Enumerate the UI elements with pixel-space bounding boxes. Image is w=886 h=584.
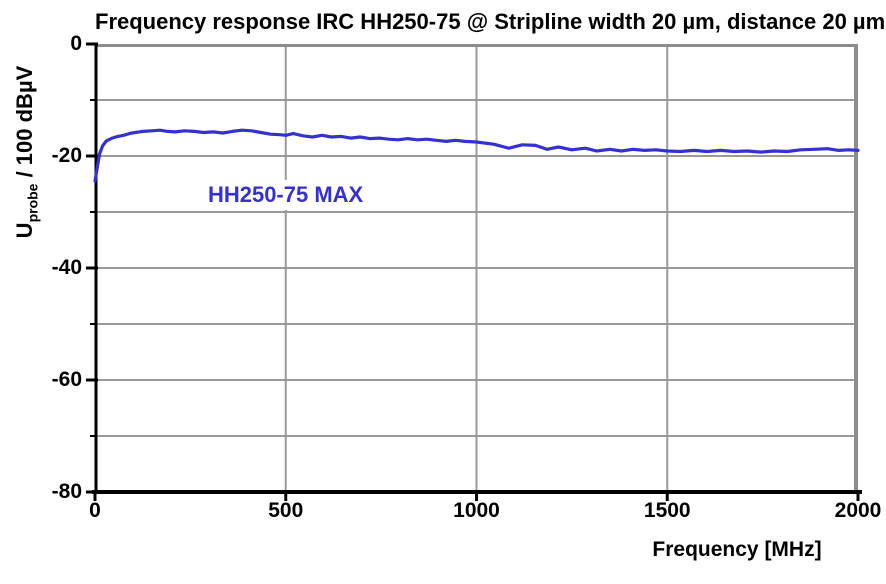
y-axis-title-subscript: probe xyxy=(24,183,41,223)
y-tick-label: -20 xyxy=(51,144,82,167)
y-tick-label: -60 xyxy=(51,368,82,391)
plot-area xyxy=(86,42,862,501)
x-tick-label: 0 xyxy=(89,499,101,522)
series-annotation-label: HH250-75 MAX xyxy=(202,180,369,211)
y-tick-label: 0 xyxy=(70,32,82,55)
y-tick-label: -40 xyxy=(51,256,82,279)
y-axis-title-base: U xyxy=(12,222,37,239)
plot-canvas xyxy=(86,42,862,501)
chart-title: Frequency response IRC HH250-75 @ Stripl… xyxy=(95,9,886,34)
x-axis-title: Frequency [MHz] xyxy=(652,538,822,561)
x-tick-label: 1500 xyxy=(643,499,691,522)
x-tick-label: 500 xyxy=(268,499,304,522)
x-tick-label: 1000 xyxy=(453,499,500,522)
y-tick-label: -80 xyxy=(51,480,82,503)
series-line xyxy=(93,128,860,183)
x-tick-label: 2000 xyxy=(834,499,882,522)
